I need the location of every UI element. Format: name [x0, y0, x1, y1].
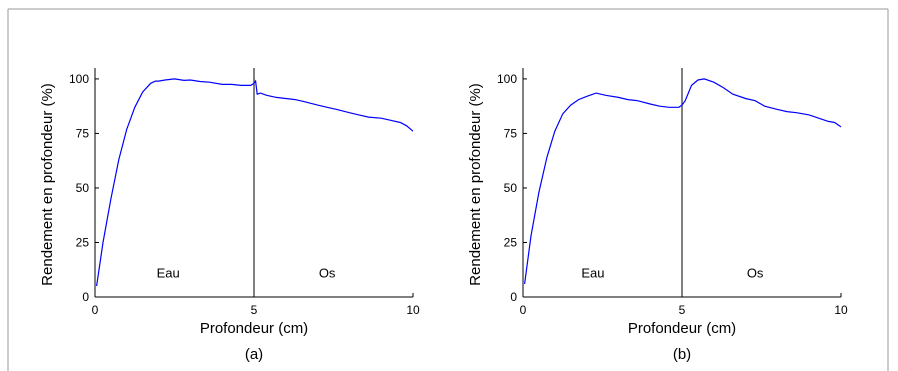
y-tick-label: 100 [69, 72, 89, 86]
region-label: Os [319, 265, 336, 280]
y-axis-title: Rendement en profondeur (%) [467, 83, 484, 286]
panel-caption: (a) [245, 346, 263, 363]
depth-dose-curve [524, 78, 842, 284]
y-tick-label: 100 [497, 72, 517, 86]
region-label: Eau [157, 265, 180, 280]
region-label: Eau [581, 265, 604, 280]
y-tick-label: 25 [504, 235, 518, 249]
panel-caption: (b) [673, 346, 691, 363]
y-tick-label: 75 [76, 126, 90, 140]
x-axis-title: Profondeur (cm) [200, 320, 308, 337]
y-tick-label: 0 [82, 290, 89, 304]
x-tick-label: 10 [406, 303, 420, 317]
x-tick-label: 0 [520, 303, 527, 317]
y-tick-label: 0 [510, 290, 517, 304]
x-tick-label: 5 [251, 303, 258, 317]
y-tick-label: 25 [76, 235, 90, 249]
y-tick-label: 50 [76, 181, 90, 195]
y-axis-title: Rendement en profondeur (%) [39, 83, 56, 286]
y-tick-label: 50 [504, 181, 518, 195]
x-tick-label: 5 [679, 303, 686, 317]
x-axis-title: Profondeur (cm) [628, 320, 736, 337]
x-tick-label: 10 [834, 303, 848, 317]
x-tick-label: 0 [92, 303, 99, 317]
y-tick-label: 75 [504, 126, 518, 140]
region-label: Os [747, 265, 764, 280]
depth-dose-curve [96, 78, 414, 287]
